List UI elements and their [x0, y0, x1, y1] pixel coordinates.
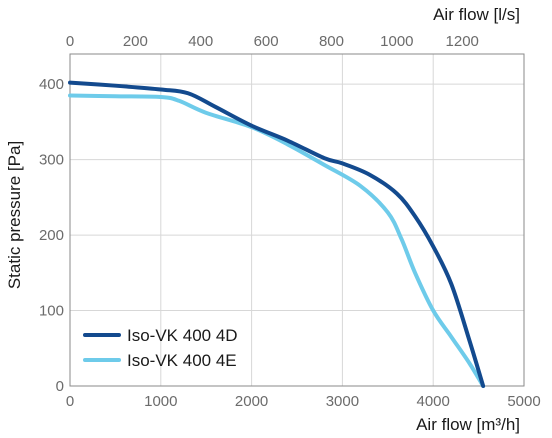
legend-label-series-2: Iso-VK 400 4E	[127, 351, 237, 370]
x-axis-title: Air flow [m³/h]	[416, 415, 520, 434]
x2-tick-label: 400	[188, 33, 213, 50]
x2-axis-title: Air flow [l/s]	[433, 5, 520, 24]
x2-tick-label: 200	[123, 33, 148, 50]
y-axis-title: Static pressure [Pa]	[5, 141, 24, 289]
y-tick-label: 400	[39, 76, 64, 93]
series-layer	[68, 80, 486, 388]
y-tick-label: 300	[39, 152, 64, 169]
legend-label-series-1: Iso-VK 400 4D	[127, 326, 238, 345]
x2-tick-label: 1200	[446, 33, 479, 50]
x-tick-label: 4000	[417, 393, 450, 410]
y-tick-label: 200	[39, 227, 64, 244]
x-tick-label: 3000	[326, 393, 359, 410]
series-line-1	[68, 80, 486, 388]
plot-frame	[69, 53, 525, 387]
x-tick-label: 5000	[507, 393, 540, 410]
x-tick-label: 2000	[235, 393, 268, 410]
x2-tick-label: 600	[254, 33, 279, 50]
x-tick-label: 0	[66, 393, 74, 410]
y-tick-label: 100	[39, 303, 64, 320]
x2-tick-label: 0	[66, 33, 74, 50]
x2-tick-label: 1000	[380, 33, 413, 50]
grid-layer	[70, 54, 524, 386]
series-line-2	[68, 93, 486, 388]
x2-tick-label: 800	[319, 33, 344, 50]
legend: Iso-VK 400 4D Iso-VK 400 4E	[83, 326, 238, 370]
y-tick-label: 0	[56, 378, 64, 395]
x-tick-label: 1000	[144, 393, 177, 410]
